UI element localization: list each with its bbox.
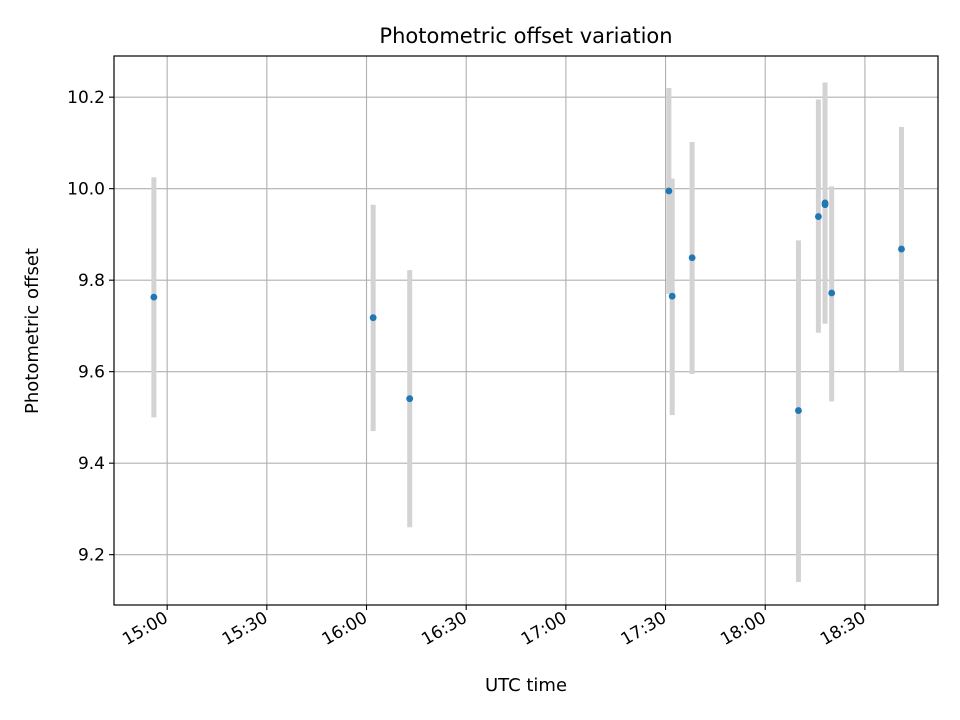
y-tick-label: 9.4 (78, 454, 105, 474)
data-point (406, 395, 414, 403)
data-point (898, 245, 905, 253)
data-markers (150, 187, 905, 414)
data-point (668, 292, 676, 300)
data-point (369, 314, 377, 322)
y-tick-label: 9.8 (78, 271, 105, 291)
y-tick-label: 9.6 (78, 363, 105, 383)
plot-frame (113, 55, 939, 606)
data-point (665, 187, 673, 195)
y-tick-label: 10.2 (67, 88, 105, 108)
y-axis-label: Photometric offset (22, 248, 43, 414)
x-axis-label: UTC time (485, 675, 567, 696)
chart-title: Photometric offset variation (379, 24, 672, 48)
data-point (828, 289, 836, 297)
data-point (814, 213, 822, 220)
data-point (821, 201, 829, 209)
y-tick-label: 9.2 (78, 546, 105, 566)
data-point (150, 293, 158, 301)
data-point (688, 254, 696, 262)
y-axis-ticks: 9.2 9.4 9.6 9.8 10.0 10.2 (67, 88, 114, 566)
data-point (795, 407, 802, 414)
y-tick-label: 10.0 (67, 180, 105, 200)
